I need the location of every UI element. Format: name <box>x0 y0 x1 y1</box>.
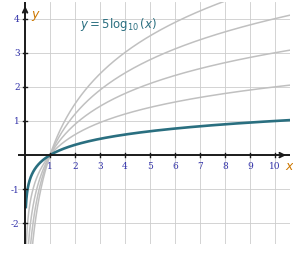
Text: 2: 2 <box>14 83 20 92</box>
Text: 1: 1 <box>14 117 20 126</box>
Text: 9: 9 <box>247 162 253 170</box>
Text: 10: 10 <box>269 162 281 170</box>
Text: 8: 8 <box>222 162 228 170</box>
Text: $x$: $x$ <box>285 159 293 172</box>
Text: -1: -1 <box>11 185 20 194</box>
Text: 3: 3 <box>97 162 103 170</box>
Text: 1: 1 <box>47 162 53 170</box>
Text: $y = 5\log_{10}(x)$: $y = 5\log_{10}(x)$ <box>80 16 157 33</box>
Text: 2: 2 <box>72 162 78 170</box>
Text: 5: 5 <box>147 162 153 170</box>
Text: 6: 6 <box>172 162 178 170</box>
Text: -2: -2 <box>11 219 20 228</box>
Text: 4: 4 <box>122 162 128 170</box>
Text: 3: 3 <box>14 49 20 58</box>
Text: $y$: $y$ <box>31 9 41 23</box>
Text: 7: 7 <box>197 162 203 170</box>
Text: 4: 4 <box>14 15 20 24</box>
